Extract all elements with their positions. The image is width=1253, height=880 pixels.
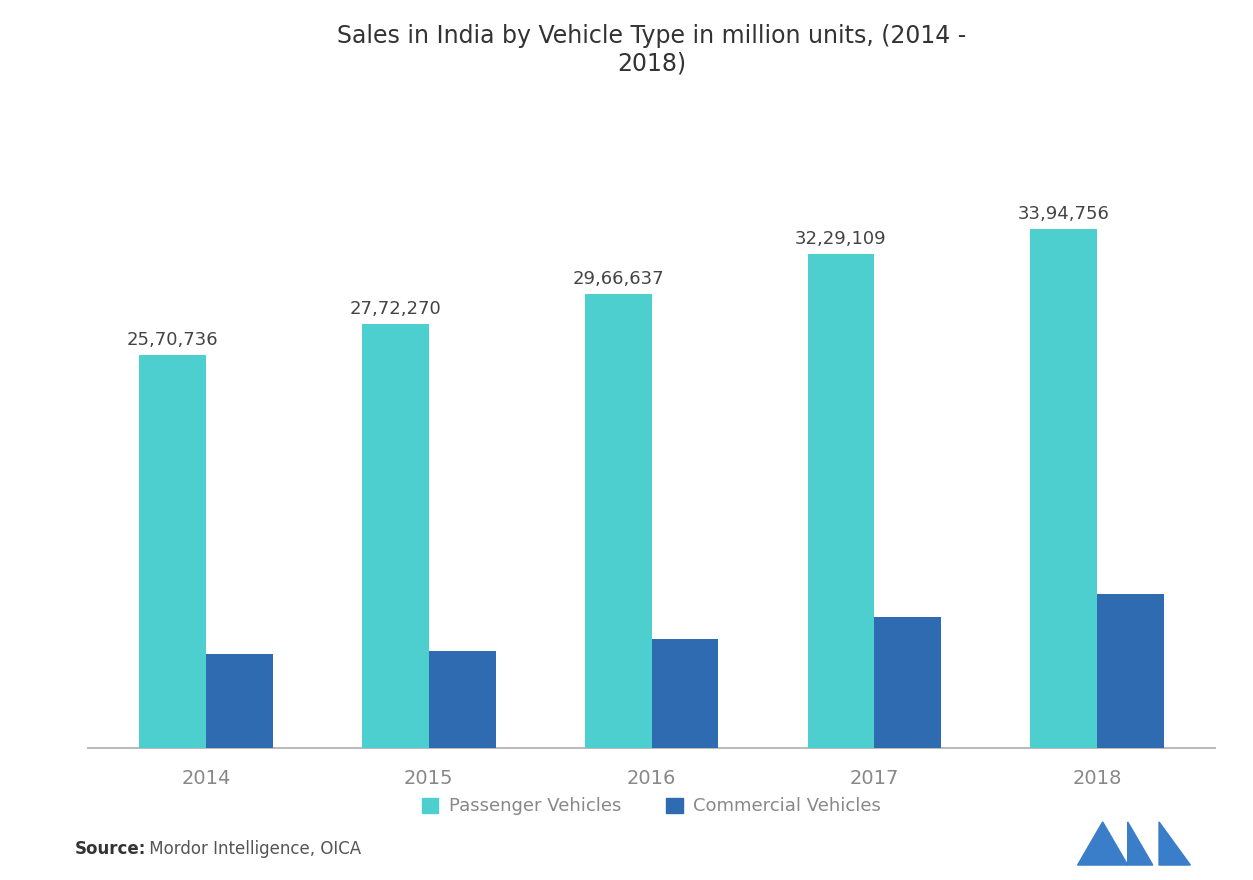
Bar xyxy=(1098,594,1164,748)
Title: Sales in India by Vehicle Type in million units, (2014 -
2018): Sales in India by Vehicle Type in millio… xyxy=(337,24,966,76)
Bar xyxy=(205,654,273,748)
Bar xyxy=(585,294,652,748)
Bar xyxy=(429,650,495,748)
Text: 32,29,109: 32,29,109 xyxy=(796,230,887,248)
Bar xyxy=(139,355,205,748)
Text: 27,72,270: 27,72,270 xyxy=(350,300,441,318)
Text: 25,70,736: 25,70,736 xyxy=(127,331,218,348)
Bar xyxy=(875,617,941,748)
Legend: Passenger Vehicles, Commercial Vehicles: Passenger Vehicles, Commercial Vehicles xyxy=(415,790,888,823)
Polygon shape xyxy=(1128,822,1153,865)
Bar xyxy=(1030,229,1098,748)
Text: 29,66,637: 29,66,637 xyxy=(573,270,664,288)
Text: 33,94,756: 33,94,756 xyxy=(1017,205,1110,223)
Text: Source:: Source: xyxy=(75,840,147,858)
Bar xyxy=(808,254,875,748)
Polygon shape xyxy=(1078,822,1128,865)
Polygon shape xyxy=(1159,822,1190,865)
Bar xyxy=(362,324,429,748)
Text: Mordor Intelligence, OICA: Mordor Intelligence, OICA xyxy=(144,840,361,858)
Bar xyxy=(652,639,718,748)
